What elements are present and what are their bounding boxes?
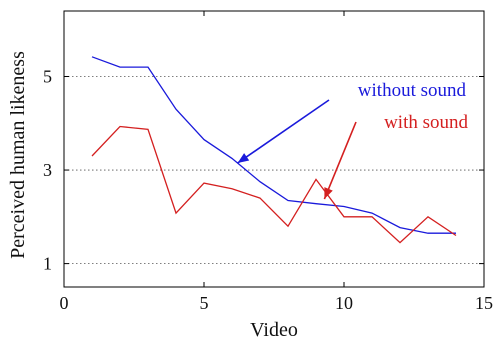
- arrowhead-with-sound: [324, 187, 333, 200]
- x-tick-label-10: 10: [335, 293, 353, 313]
- arrowhead-without-sound: [237, 153, 250, 164]
- x-tick-label-0: 0: [60, 293, 69, 313]
- y-axis-label: Perceived human likeness: [7, 51, 29, 259]
- x-tick-label-5: 5: [200, 293, 209, 313]
- annotation-without-sound: without sound: [358, 80, 467, 101]
- x-axis-label: Video: [250, 319, 298, 341]
- gridlines: [64, 76, 484, 265]
- x-tick-label-15: 15: [475, 293, 493, 313]
- arrow-with-sound: [323, 121, 357, 200]
- arrow-without-sound: [237, 99, 330, 164]
- annotation-with-sound: with sound: [384, 112, 468, 133]
- axis-ticks: 0 5 10 15 1 3 5: [43, 11, 493, 313]
- y-tick-label-3: 3: [43, 160, 52, 180]
- plot-frame: [63, 10, 485, 288]
- series-line-without-sound: [91, 56, 456, 234]
- annotations: without sound with sound: [237, 80, 468, 200]
- series-lines: [91, 56, 457, 244]
- series-line-with-sound: [91, 125, 457, 244]
- y-tick-label-5: 5: [43, 66, 52, 86]
- y-tick-label-1: 1: [43, 254, 52, 274]
